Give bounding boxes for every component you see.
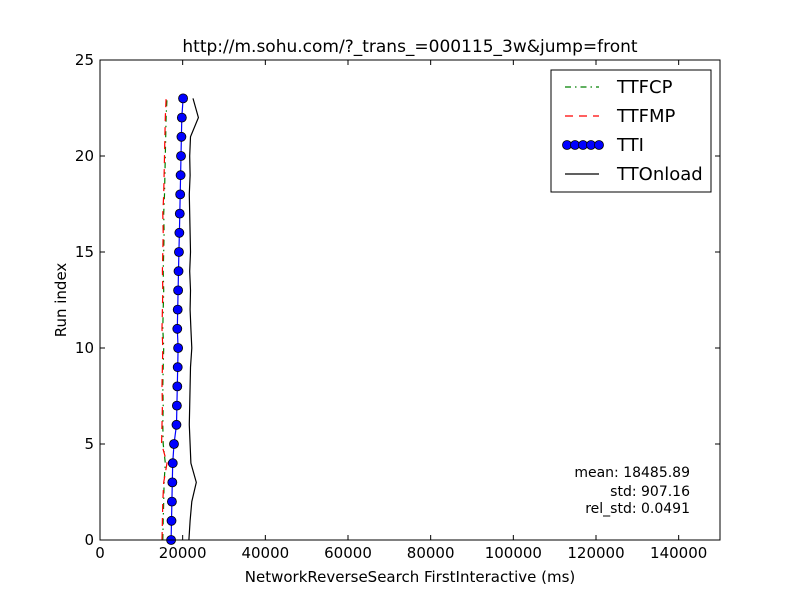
legend-label-ttfmp: TTFMP bbox=[616, 106, 676, 127]
data-point-tti bbox=[173, 285, 184, 296]
stats-std: std: 907.16 bbox=[610, 484, 690, 500]
series-line-ttfcp bbox=[162, 98, 168, 541]
x-tick-label: 120000 bbox=[567, 544, 624, 562]
y-axis-label: Run index bbox=[52, 263, 70, 338]
x-tick-label: 0 bbox=[95, 544, 105, 562]
data-point-tti bbox=[176, 131, 187, 142]
series-line-ttonload bbox=[188, 98, 200, 541]
stats-mean: mean: 18485.89 bbox=[574, 465, 690, 481]
stats-box: mean: 18485.89 std: 907.16 rel_std: 0.04… bbox=[574, 465, 690, 517]
data-point-tti bbox=[167, 458, 178, 469]
data-point-tti bbox=[176, 112, 187, 123]
legend: TTFCP TTFMP TTI TTOnload bbox=[550, 69, 712, 193]
data-point-tti bbox=[176, 151, 186, 161]
data-point-tti bbox=[174, 247, 184, 257]
y-tick-label: 0 bbox=[84, 531, 94, 549]
plot-frame bbox=[99, 59, 721, 541]
y-tick-label: 15 bbox=[75, 243, 94, 261]
x-tick-label: 20000 bbox=[159, 544, 207, 562]
x-axis-label: NetworkReverseSearch FirstInteractive (m… bbox=[245, 568, 576, 586]
x-tick-label: 60000 bbox=[324, 544, 372, 562]
x-tick-label: 100000 bbox=[485, 544, 542, 562]
data-point-tti bbox=[172, 362, 183, 373]
y-tick-label: 25 bbox=[75, 51, 94, 69]
data-point-tti bbox=[169, 439, 179, 449]
y-tick-label: 5 bbox=[84, 435, 94, 453]
data-point-tti bbox=[171, 419, 182, 430]
data-point-tti bbox=[178, 93, 188, 104]
data-point-tti bbox=[173, 266, 184, 277]
data-point-tti bbox=[173, 343, 184, 353]
legend-label-ttfcp: TTFCP bbox=[616, 77, 673, 98]
legend-label-tti: TTI bbox=[616, 135, 644, 156]
data-point-tti bbox=[175, 170, 186, 181]
legend-box bbox=[550, 69, 712, 193]
legend-marker-tti bbox=[594, 140, 604, 150]
legend-label-ttonload: TTOnload bbox=[616, 164, 703, 185]
x-tick-label: 140000 bbox=[650, 544, 707, 562]
data-point-tti bbox=[167, 477, 178, 488]
data-point-tti bbox=[172, 381, 183, 392]
data-point-tti bbox=[167, 496, 177, 507]
ticks-layer: 0 20000 40000 60000 80000 100000 120000 140000 0… bbox=[75, 51, 720, 562]
stats-rel-std: rel_std: 0.0491 bbox=[585, 501, 690, 517]
y-tick-label: 20 bbox=[75, 147, 94, 165]
data-point-tti bbox=[172, 323, 183, 334]
data-point-tti bbox=[171, 400, 182, 411]
data-point-tti bbox=[174, 208, 185, 219]
data-point-tti bbox=[166, 515, 177, 526]
y-tick-label: 10 bbox=[75, 339, 94, 357]
series-line-ttfmp bbox=[160, 98, 168, 541]
data-point-tti bbox=[172, 304, 183, 315]
x-tick-label: 80000 bbox=[407, 544, 455, 562]
x-tick-label: 40000 bbox=[241, 544, 289, 562]
chart-title: http://m.sohu.com/?_trans_=000115_3w&jum… bbox=[182, 37, 637, 57]
data-point-tti bbox=[174, 227, 185, 238]
data-point-tti bbox=[175, 189, 186, 200]
